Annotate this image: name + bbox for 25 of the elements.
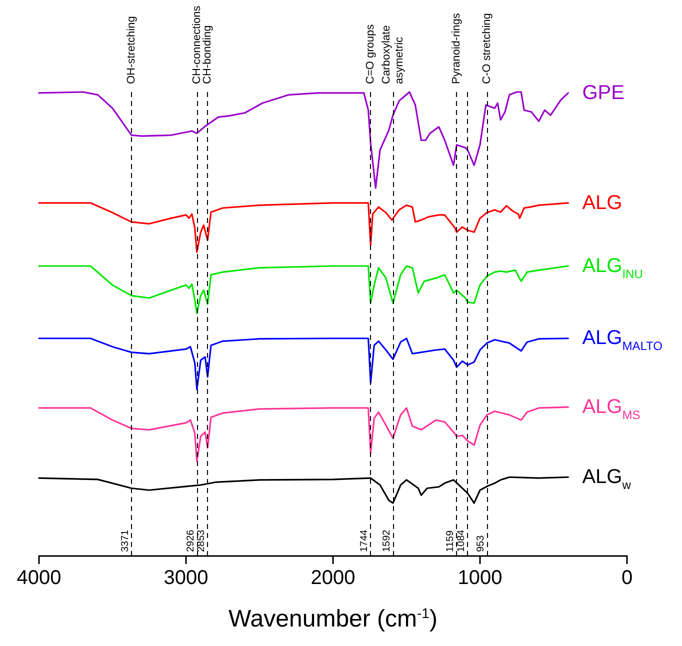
annotation: 1744 (359, 529, 370, 552)
series-label: ALG$_{MS}$ (582, 396, 640, 422)
x-tick-label: 3000 (164, 567, 208, 589)
ref-line-label: CH-connections (190, 5, 203, 84)
annotation: 1592 (381, 529, 392, 552)
series-label: ALG$_{MALTO}$ (582, 327, 662, 354)
ref-line-label: Pyranoid-rings (450, 12, 463, 84)
annotation: 1084 (456, 529, 468, 552)
annotation: 953 (475, 534, 486, 552)
annotation: 2926 (185, 529, 196, 552)
annotation: 1159 (445, 530, 456, 552)
ref-line-label: CH-bonding (202, 25, 214, 84)
ref-line-label: OH-stretching (125, 16, 138, 84)
ref-line-label: C=O groups (364, 24, 377, 84)
x-tick-label: 1000 (458, 567, 502, 589)
series-label: ALG (582, 192, 622, 214)
series-label: ALG$_{w}$ (582, 466, 631, 492)
x-tick-label: 2000 (310, 567, 356, 589)
x-tick-label: 0 (621, 567, 633, 589)
series-label: GPE (582, 82, 624, 104)
ref-line-label: C-O stretching (480, 13, 493, 84)
series-label: ALG$_{INU}$ (582, 255, 643, 281)
x-tick-label: 4000 (16, 567, 62, 589)
annotation: 3371 (120, 529, 131, 552)
ref-line-label: Carboxylate asymetric (380, 25, 406, 84)
